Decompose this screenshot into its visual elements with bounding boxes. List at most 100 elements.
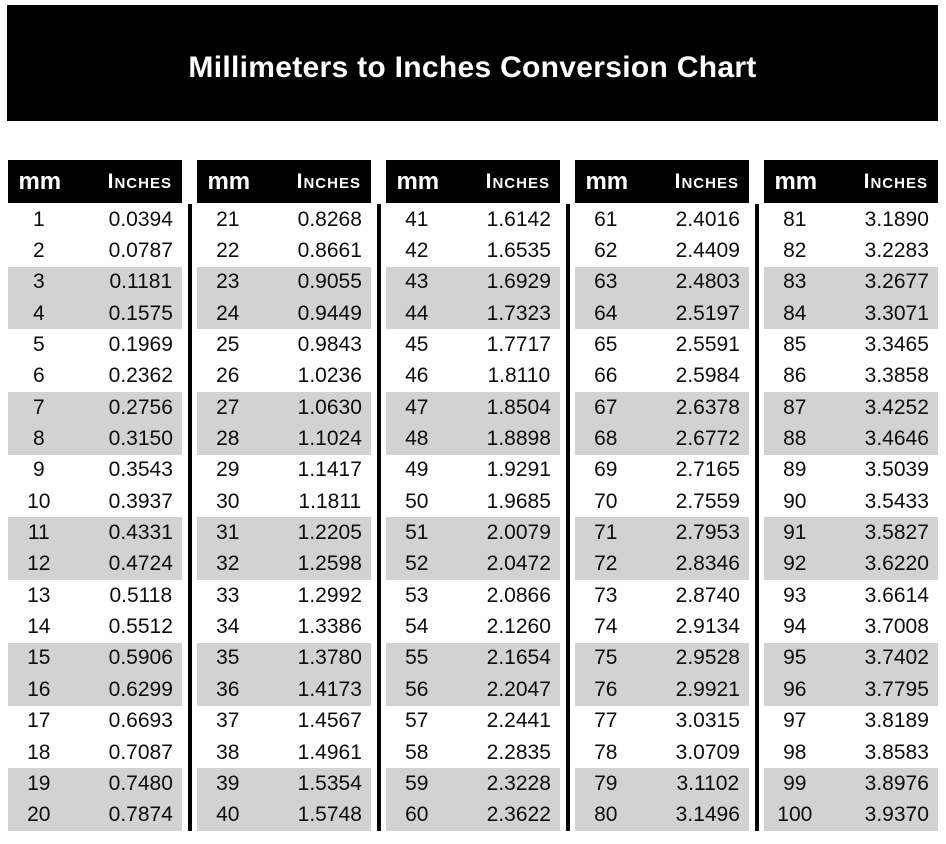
title-banner: Millimeters to Inches Conversion Chart [7, 5, 938, 121]
mm-value: 83 [783, 270, 807, 294]
mm-value: 100 [777, 803, 813, 827]
mm-value: 78 [594, 740, 618, 764]
mm-value: 41 [405, 207, 429, 231]
table-row: 30 1.1811 [197, 486, 371, 517]
group-rows: 1 0.0394 2 0.0787 3 0.1181 4 0.1575 5 0.1969 6 0.23… [8, 204, 182, 831]
mm-value: 52 [405, 552, 429, 576]
mm-value: 25 [216, 333, 240, 357]
inches-value: 3.7008 [864, 615, 929, 639]
inches-value: 2.0472 [486, 552, 551, 576]
mm-value: 81 [783, 207, 807, 231]
mm-value: 70 [594, 489, 618, 513]
mm-value: 24 [216, 301, 240, 325]
mm-value: 14 [27, 615, 51, 639]
column-group-5: mm Inches 81 3.1890 82 3.2283 83 3.2677 84 3.30… [764, 160, 938, 831]
mm-value: 94 [783, 615, 807, 639]
table-row: 98 3.8583 [764, 737, 938, 768]
header-inches-label: Inches [674, 169, 739, 193]
mm-value: 76 [594, 677, 618, 701]
mm-value: 54 [405, 615, 429, 639]
table-row: 4 0.1575 [8, 298, 182, 330]
inches-value: 0.3937 [108, 489, 173, 513]
mm-value: 13 [27, 583, 51, 607]
inches-value: 2.6772 [675, 427, 740, 451]
table-row: 95 3.7402 [764, 642, 938, 675]
table-row: 97 3.8189 [764, 706, 938, 737]
table-row: 15 0.5906 [8, 642, 182, 675]
inches-value: 3.1496 [675, 803, 740, 827]
table-row: 65 2.5591 [575, 329, 749, 360]
mm-value: 97 [783, 709, 807, 733]
mm-value: 17 [27, 709, 51, 733]
table-row: 86 3.3858 [764, 361, 938, 392]
table-row: 60 2.3622 [386, 799, 560, 831]
mm-value: 58 [405, 740, 429, 764]
mm-value: 18 [27, 740, 51, 764]
inches-value: 0.6299 [108, 677, 173, 701]
table-row: 91 3.5827 [764, 517, 938, 549]
table-row: 9 0.3543 [8, 455, 182, 486]
mm-value: 46 [405, 364, 429, 388]
inches-value: 1.3386 [297, 615, 362, 639]
mm-value: 4 [32, 301, 45, 325]
group-header: mm Inches [386, 160, 560, 203]
table-row: 1 0.0394 [8, 204, 182, 235]
table-row: 26 1.0236 [197, 361, 371, 392]
group-header: mm Inches [575, 160, 749, 203]
inches-value: 2.6378 [675, 395, 740, 419]
inches-value: 2.7165 [675, 458, 740, 482]
table-row: 23 0.9055 [197, 266, 371, 299]
inches-value: 3.5827 [864, 521, 929, 545]
mm-value: 42 [405, 239, 429, 263]
inches-value: 2.1260 [486, 615, 551, 639]
table-row: 10 0.3937 [8, 486, 182, 517]
table-row: 83 3.2677 [764, 266, 938, 299]
table-row: 78 3.0709 [575, 737, 749, 768]
inches-value: 0.0394 [108, 207, 173, 231]
inches-value: 1.3780 [297, 646, 362, 670]
mm-value: 47 [405, 395, 429, 419]
mm-value: 90 [783, 489, 807, 513]
table-row: 84 3.3071 [764, 298, 938, 330]
inches-value: 1.8504 [486, 395, 551, 419]
mm-value: 36 [216, 677, 240, 701]
mm-value: 27 [216, 395, 240, 419]
table-row: 19 0.7480 [8, 768, 182, 800]
table-row: 39 1.5354 [197, 768, 371, 800]
group-rows: 81 3.1890 82 3.2283 83 3.2677 84 3.3071 85 3.3465… [764, 204, 938, 831]
header-inches-label: Inches [107, 169, 172, 193]
table-row: 48 1.8898 [386, 423, 560, 455]
mm-value: 22 [216, 239, 240, 263]
mm-value: 3 [32, 270, 45, 294]
inches-value: 1.5748 [297, 803, 362, 827]
mm-value: 6 [32, 364, 45, 388]
inches-value: 3.3858 [864, 364, 929, 388]
mm-value: 33 [216, 583, 240, 607]
inches-value: 1.6929 [486, 270, 551, 294]
inches-value: 0.0787 [108, 239, 173, 263]
column-group-3: mm Inches 41 1.6142 42 1.6535 43 1.6929 44 1.73… [386, 160, 560, 831]
inches-value: 3.1102 [676, 771, 740, 795]
mm-value: 63 [594, 270, 618, 294]
inches-value: 2.5984 [675, 364, 740, 388]
mm-value: 55 [405, 646, 429, 670]
inches-value: 0.3150 [108, 427, 173, 451]
group-rows: 21 0.8268 22 0.8661 23 0.9055 24 0.9449 25 0.9843… [197, 204, 371, 831]
table-row: 40 1.5748 [197, 799, 371, 831]
inches-value: 0.7480 [108, 771, 173, 795]
inches-value: 2.0866 [486, 583, 551, 607]
table-row: 73 2.8740 [575, 580, 749, 611]
inches-value: 3.6614 [864, 583, 929, 607]
inches-value: 0.2756 [108, 395, 173, 419]
mm-value: 69 [594, 458, 618, 482]
table-row: 58 2.2835 [386, 737, 560, 768]
mm-value: 34 [216, 615, 240, 639]
table-row: 87 3.4252 [764, 392, 938, 424]
inches-value: 1.2205 [297, 521, 362, 545]
table-row: 56 2.2047 [386, 674, 560, 706]
inches-value: 2.0079 [486, 521, 551, 545]
mm-value: 50 [405, 489, 429, 513]
inches-value: 0.7874 [108, 803, 173, 827]
table-row: 14 0.5512 [8, 611, 182, 642]
mm-value: 45 [405, 333, 429, 357]
